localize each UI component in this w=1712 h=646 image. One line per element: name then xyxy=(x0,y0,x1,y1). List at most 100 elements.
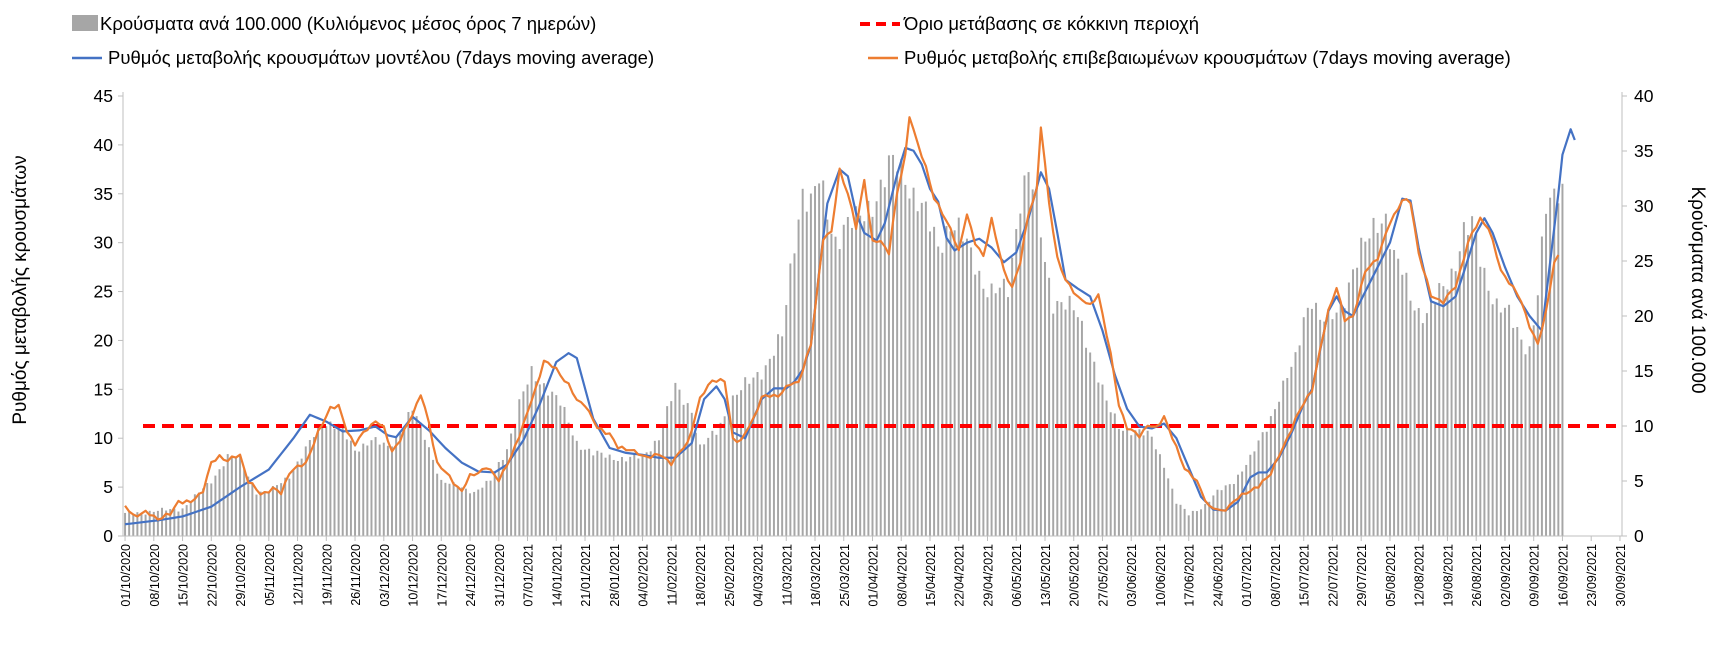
bar-mark xyxy=(1204,504,1207,536)
bar-mark xyxy=(1163,467,1166,536)
bar-mark xyxy=(764,365,767,536)
bar-mark xyxy=(694,432,697,536)
bar-mark xyxy=(1179,504,1182,536)
bar-mark xyxy=(649,451,652,536)
bar-mark xyxy=(653,440,656,536)
confirmed-rate-line xyxy=(124,116,1560,521)
bar-mark xyxy=(1171,488,1174,536)
bar-mark xyxy=(349,440,352,536)
bar-mark xyxy=(793,253,796,536)
x-tick-label: 26/11/2020 xyxy=(349,544,363,606)
bar-mark xyxy=(735,394,738,536)
bar-mark xyxy=(173,508,176,536)
bar-mark xyxy=(883,187,886,536)
bar-mark xyxy=(1343,308,1346,536)
bar-mark xyxy=(267,492,270,536)
bar-mark xyxy=(633,454,636,536)
bar-mark xyxy=(986,297,989,536)
bar-mark xyxy=(1072,310,1075,536)
bar-mark xyxy=(161,507,163,536)
bar-mark xyxy=(592,455,595,536)
bar-mark xyxy=(255,494,258,536)
bar-mark xyxy=(970,247,973,536)
bar-mark xyxy=(366,445,369,536)
bar-mark xyxy=(924,201,927,537)
bar-mark xyxy=(699,444,701,536)
bar-mark xyxy=(961,241,964,537)
left-axis-ticks: 0 5 10 15 20 25 30 35 40 45 xyxy=(94,86,123,546)
bar-mark xyxy=(555,395,558,536)
bar-mark xyxy=(1134,430,1137,536)
bar-mark xyxy=(464,488,467,536)
bar-mark xyxy=(814,186,816,537)
x-tick-label: 26/08/2021 xyxy=(1470,544,1484,607)
bar-mark xyxy=(136,512,139,536)
bar-mark xyxy=(1097,382,1100,536)
bar-mark xyxy=(1462,222,1465,536)
bar-mark xyxy=(1113,413,1116,536)
bar-mark xyxy=(781,336,784,536)
bar-mark xyxy=(234,458,237,536)
bar-mark xyxy=(1138,429,1141,536)
bar-mark xyxy=(953,230,956,536)
bar-mark xyxy=(1487,290,1490,536)
x-tick-label: 03/06/2021 xyxy=(1125,544,1139,607)
bar-mark xyxy=(1126,427,1129,536)
x-tick-label: 24/12/2020 xyxy=(464,544,478,607)
bar-mark xyxy=(1528,346,1531,536)
bar-mark xyxy=(542,383,545,536)
bar-mark xyxy=(1294,352,1297,536)
bar-mark xyxy=(867,200,870,536)
bar-mark xyxy=(1200,509,1203,536)
bar-mark xyxy=(419,422,422,536)
bar-mark xyxy=(982,288,985,536)
bar-mark xyxy=(949,231,952,536)
bar-mark xyxy=(1035,186,1038,537)
bar-mark xyxy=(1409,300,1412,536)
bar-mark xyxy=(247,476,250,536)
bar-mark xyxy=(382,442,385,536)
legend-swatch-bars xyxy=(72,15,98,31)
bar-mark xyxy=(456,487,459,536)
bar-mark xyxy=(1109,412,1112,536)
bar-mark xyxy=(1413,310,1416,536)
bar-mark xyxy=(341,427,344,536)
bar-mark xyxy=(1438,283,1441,536)
bar-mark xyxy=(645,452,648,536)
bar-mark xyxy=(296,461,299,536)
x-tick-label: 11/03/2021 xyxy=(780,544,794,606)
bar-mark xyxy=(777,334,780,536)
bar-mark xyxy=(526,384,529,536)
bar-mark xyxy=(1512,327,1515,536)
bar-mark xyxy=(1212,495,1215,536)
bar-mark xyxy=(547,395,550,536)
right-tick-label: 5 xyxy=(1634,471,1644,491)
bar-mark xyxy=(748,383,751,536)
bar-mark xyxy=(193,494,196,536)
bar-mark xyxy=(740,390,743,536)
bar-mark xyxy=(1545,213,1548,536)
bar-mark xyxy=(276,485,278,536)
bar-mark xyxy=(1216,489,1219,536)
bar-mark xyxy=(1241,471,1244,536)
bar-mark xyxy=(563,406,566,536)
bar-mark xyxy=(1237,474,1239,536)
bar-mark xyxy=(271,486,274,536)
bar-mark xyxy=(1561,183,1564,536)
bar-mark xyxy=(440,479,443,536)
bar-mark xyxy=(432,459,435,536)
right-tick-label: 25 xyxy=(1634,251,1653,271)
x-tick-label: 10/12/2020 xyxy=(407,544,421,607)
left-tick-label: 10 xyxy=(94,428,114,448)
bar-mark xyxy=(1011,257,1014,536)
right-tick-label: 15 xyxy=(1634,361,1653,381)
bar-mark xyxy=(206,483,209,536)
bar-mark xyxy=(378,444,381,536)
bar-mark xyxy=(608,454,611,536)
bar-mark xyxy=(1376,232,1379,537)
bar-mark xyxy=(1253,451,1256,536)
x-tick-label: 05/11/2020 xyxy=(263,544,277,606)
bar-mark xyxy=(1048,277,1051,536)
x-tick-label: 08/04/2021 xyxy=(895,544,909,607)
x-tick-label: 29/07/2021 xyxy=(1355,544,1369,607)
